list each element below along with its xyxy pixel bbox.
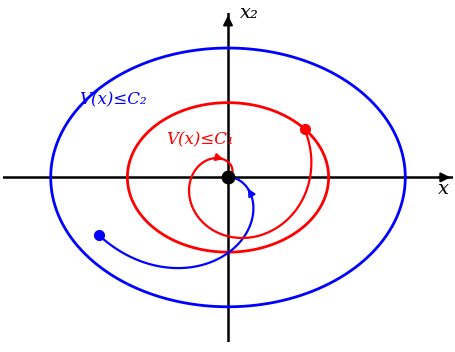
- Text: V(x)≤C₁: V(x)≤C₁: [165, 132, 233, 149]
- Text: x₂: x₂: [239, 4, 258, 21]
- Text: V(x)≤C₂: V(x)≤C₂: [79, 92, 147, 108]
- Text: x: x: [437, 180, 448, 198]
